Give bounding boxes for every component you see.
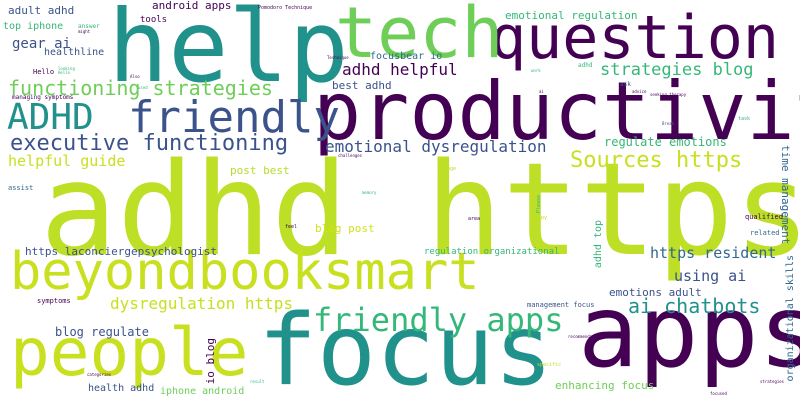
word-managing-symptoms: managing symptoms xyxy=(12,94,74,101)
word-hello-2: Hello xyxy=(58,70,71,75)
word-friendly-apps: friendly apps xyxy=(313,301,564,339)
word-io-blog: io blog xyxy=(204,338,217,385)
word-adhd-https: adhd https xyxy=(40,136,800,285)
word-specific: specific xyxy=(537,362,562,368)
word-recommendation: recommendation xyxy=(568,334,602,339)
word-adhd-top: adhd top xyxy=(593,220,604,269)
word-tech: tech xyxy=(335,0,504,74)
word-please: Please xyxy=(536,195,542,214)
word-adult-adhd: adult adhd xyxy=(8,4,75,17)
word-adhd-small: adhd xyxy=(578,62,593,69)
word-area: area xyxy=(468,216,481,222)
word-strategies-blog: strategies blog xyxy=(600,60,754,80)
word-management-focus: management focus xyxy=(527,301,595,309)
word-advice: advice xyxy=(632,89,647,94)
word-result: result xyxy=(250,379,265,384)
word-related: related xyxy=(750,229,780,237)
word-time-management: time management xyxy=(779,145,792,245)
word-might: might xyxy=(78,29,91,34)
word-using-ai: using ai xyxy=(674,267,747,285)
word-apps: apps xyxy=(578,273,800,390)
word-used: used xyxy=(138,85,148,90)
word-beyondbooksmart: beyondbooksmart xyxy=(10,242,480,302)
word-technique: Technique xyxy=(327,55,349,60)
word-hello: Hello xyxy=(33,68,55,76)
word-feel: feel xyxy=(285,224,298,230)
word-categories: categories xyxy=(87,372,112,377)
word-https-laconciergepsychologist: https laconciergepsychologist xyxy=(25,245,218,258)
word-android-apps: android apps xyxy=(152,0,232,12)
word-best-adhd: best adhd xyxy=(332,79,392,92)
word-productivity: productivity xyxy=(313,65,800,158)
word-seeking-therapy: seeking therapy xyxy=(650,92,687,97)
word-https-resident: https resident xyxy=(650,244,777,262)
word-ai-chatbots: ai chatbots xyxy=(628,294,761,318)
word-ask: ask xyxy=(620,81,631,88)
word-emotions-adult: emotions adult xyxy=(609,286,702,299)
word-friendly: friendly xyxy=(128,92,340,143)
word-question: question xyxy=(490,3,779,73)
word-executive-functioning: executive functioning xyxy=(10,131,289,156)
word-post-best: post best xyxy=(230,164,290,177)
word-health-adhd: health adhd xyxy=(88,383,155,394)
word-focused: focused xyxy=(710,391,727,396)
word-functioning-strategies: functioning strategies xyxy=(8,76,273,100)
word-memory: memory xyxy=(362,190,377,195)
word-blog-post: blog post xyxy=(315,222,375,235)
word-help: help xyxy=(108,0,349,105)
word-organizational-skills: organizational skills xyxy=(785,255,796,382)
word-work: work xyxy=(531,68,541,73)
word-tools: tools xyxy=(140,15,168,25)
word-people: people xyxy=(10,314,249,391)
word-healthline: healthline xyxy=(44,47,105,58)
word-adhd-helpful: adhd helpful xyxy=(342,60,458,79)
word-also: Also xyxy=(130,74,140,79)
word-gear-ai: gear ai xyxy=(12,36,72,52)
word-top-iphone: top iphone xyxy=(3,21,64,32)
word-challenges: challenges xyxy=(338,153,363,158)
word-task: task xyxy=(738,116,751,122)
word-adhd-caps: ADHD xyxy=(7,97,94,138)
word-happy: Happy xyxy=(532,215,548,221)
word-sources-https: Sources https xyxy=(570,148,743,173)
word-ai: ai xyxy=(539,89,544,94)
word-manage: manage xyxy=(438,166,457,172)
word-blog-regulate: blog regulate xyxy=(55,325,149,339)
word-qualified: qualified xyxy=(745,213,783,221)
word-answer: answer xyxy=(78,23,100,30)
word-symptoms: symptoms xyxy=(37,297,71,305)
word-looking: looking xyxy=(58,66,75,71)
word-helpful-guide: helpful guide xyxy=(8,152,126,170)
word-pomodoro-technique: Pomodoro Technique xyxy=(258,5,313,11)
word-regulation-organizational: regulation organizational xyxy=(424,247,560,257)
word-emotional-dysregulation: emotional dysregulation xyxy=(325,137,547,156)
word-focus: focus xyxy=(258,294,554,400)
word-strategies: strategies xyxy=(760,379,785,384)
word-break: Break xyxy=(662,121,675,126)
word-assist: assist xyxy=(8,184,34,192)
word-iphone-android: iphone android xyxy=(160,386,245,397)
word-dysregulation-https: dysregulation https xyxy=(110,294,294,313)
word-enhancing-focus: enhancing focus xyxy=(555,379,655,392)
word-emotional-regulation: emotional regulation xyxy=(505,9,638,22)
word-focusbear-io: focusbear io xyxy=(370,51,443,62)
word-regulate-emotions: regulate emotions xyxy=(604,135,727,149)
